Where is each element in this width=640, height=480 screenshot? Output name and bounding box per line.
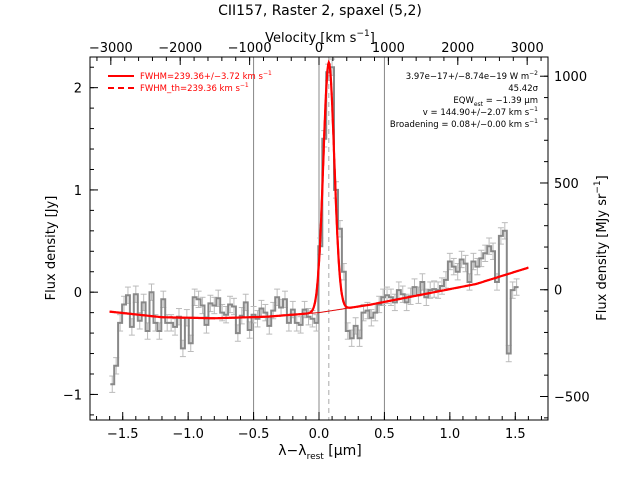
y-axis-label: Flux density [Jy] <box>44 196 59 301</box>
annotation-flux-main: 3.97e−17+/−8.74e−19 W m <box>406 72 529 82</box>
axes-layer: −1.5 −1.0 −0.5 0.0 0.5 1.0 1.5 −1 0 1 2 −3000 −2000 −… <box>63 41 590 442</box>
y-tick-label: −1 <box>63 388 82 403</box>
x-tick-label: 1.0 <box>440 427 461 442</box>
right-tick-label: 0 <box>554 284 562 299</box>
annotation-velocity-main: v = 144.90+/−2.07 km s <box>423 108 530 118</box>
x-tick-label: 0.0 <box>309 427 330 442</box>
model-fit-th-line <box>109 59 529 320</box>
x-tick-label: −1.5 <box>107 427 139 442</box>
annotation-eqw: EQWest = −1.39 μm <box>453 96 538 108</box>
annotation-eqw-end: = −1.39 μm <box>483 96 538 106</box>
top-tick-label: −3000 <box>89 41 133 56</box>
plot-layer <box>109 57 529 420</box>
legend-label-fwhm-main: FWHM=239.36+/−3.72 km s <box>140 72 264 82</box>
x-tick-label: −1.0 <box>172 427 204 442</box>
right-axis-label-sup: −1 <box>593 180 603 193</box>
right-tick-label: 500 <box>554 177 579 192</box>
y-tick-label: 2 <box>74 82 82 97</box>
top-tick-label: −1000 <box>228 41 272 56</box>
x-axis-label-main: λ−λ <box>278 443 306 459</box>
top-tick-label: 1000 <box>372 41 405 56</box>
top-axis-label-main: Velocity [km s <box>265 31 357 46</box>
right-tick-label: 1000 <box>554 70 587 85</box>
top-tick-label: 0 <box>315 41 323 56</box>
right-tick-label: −500 <box>554 391 590 406</box>
x-axis-label-unit: [μm] <box>324 443 362 459</box>
y-tick-label: 0 <box>74 286 82 301</box>
x-tick-label: 1.5 <box>505 427 526 442</box>
x-tick-label: 0.5 <box>374 427 395 442</box>
annotation-velocity: v = 144.90+/−2.07 km s−1 <box>423 106 538 118</box>
legend-label-fwhm-sup: −1 <box>263 70 272 77</box>
spectrum-step-line <box>110 66 519 386</box>
top-tick-label: −2000 <box>158 41 202 56</box>
annotation-eqw-sub: est <box>474 101 484 108</box>
legend-label-fwhm: FWHM=239.36+/−3.72 km s−1 <box>140 70 272 82</box>
annotation-sigma: 45.42σ <box>508 84 538 94</box>
legend-label-fwhm-th: FWHM_th=239.36 km s−1 <box>140 82 249 94</box>
legend: FWHM=239.36+/−3.72 km s−1 FWHM_th=239.36… <box>108 70 272 94</box>
chart-title: CII157, Raster 2, spaxel (5,2) <box>218 3 422 19</box>
annotation-broadening: Broadening = 0.08+/−0.00 km s−1 <box>390 118 538 130</box>
fit-annotations: 3.97e−17+/−8.74e−19 W m−2 45.42σ EQWest … <box>390 70 539 130</box>
annotation-flux: 3.97e−17+/−8.74e−19 W m−2 <box>406 70 538 82</box>
annotation-flux-sup: −2 <box>529 70 538 77</box>
legend-label-fwhm-th-main: FWHM_th=239.36 km s <box>140 84 240 94</box>
annotation-broadening-sup: −1 <box>529 118 538 125</box>
right-axis-label-main: Flux density [MJy sr <box>595 193 610 321</box>
y-tick-label: 1 <box>74 184 82 199</box>
x-axis-label: λ−λrest [μm] <box>278 443 362 462</box>
legend-label-fwhm-th-sup: −1 <box>240 82 249 89</box>
top-axis-label-end: ] <box>370 31 375 46</box>
plot-area <box>109 57 529 420</box>
top-axis-label-sup: −1 <box>356 29 369 39</box>
x-axis-label-sub: rest <box>307 452 325 462</box>
top-tick-label: 2000 <box>441 41 474 56</box>
top-tick-label: 3000 <box>511 41 544 56</box>
x-tick-label: −0.5 <box>238 427 270 442</box>
top-axis-label: Velocity [km s−1] <box>265 29 375 46</box>
right-axis-label-end: ] <box>595 175 610 180</box>
annotation-velocity-sup: −1 <box>529 106 538 113</box>
right-axis-label: Flux density [MJy sr−1] <box>593 175 610 320</box>
annotation-eqw-main: EQW <box>453 96 474 106</box>
annotation-broadening-main: Broadening = 0.08+/−0.00 km s <box>390 120 530 130</box>
